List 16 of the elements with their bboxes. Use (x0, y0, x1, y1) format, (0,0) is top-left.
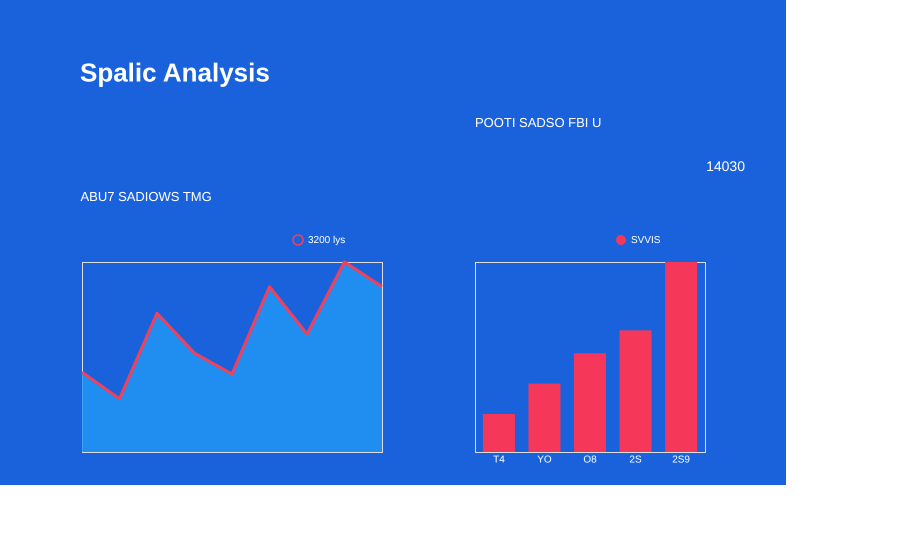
chart-subtitle: POOTI SADSO FBI U (475, 115, 602, 130)
bar (482, 414, 515, 452)
text: 14030 (706, 158, 746, 174)
bar (620, 330, 652, 452)
x-tick-label: O8 (583, 454, 598, 466)
chart-subtitle: ABU7 SADIOWS TMG (80, 189, 212, 204)
x-tick-label: 2S9 (672, 454, 690, 466)
chart-title: Spalic Analysis (80, 58, 270, 88)
legend-label: SVVIS (631, 235, 661, 246)
x-tick-label: T4 (493, 454, 506, 466)
x-tick-label: 2S (629, 454, 642, 466)
bar (574, 353, 606, 452)
bar (665, 262, 698, 452)
legend-label: 3200 lys (308, 235, 346, 246)
x-tick-label: YO (537, 454, 552, 466)
bar (528, 384, 560, 452)
